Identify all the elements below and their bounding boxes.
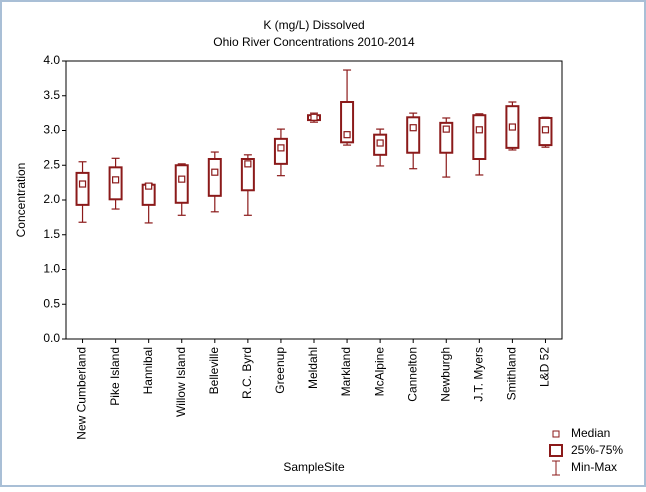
y-tick-label: 2.0	[43, 192, 60, 206]
median-marker	[145, 182, 153, 190]
y-tick-label: 1.5	[43, 227, 60, 241]
y-tick-label: 4.0	[43, 53, 60, 67]
x-tick-label: Meldahl	[306, 347, 320, 389]
y-tick-label: 0.0	[43, 331, 60, 345]
legend-box-icon	[549, 444, 563, 457]
chart-title: K (mg/L) Dissolved	[263, 18, 364, 32]
x-tick-label: Smithland	[505, 347, 519, 400]
x-tick-label: Cannelton	[405, 347, 419, 402]
chart-subtitle: Ohio River Concentrations 2010-2014	[213, 35, 415, 49]
y-axis-label: Concentration	[14, 163, 28, 238]
median-marker	[78, 180, 87, 188]
median-marker	[442, 125, 450, 133]
median-marker	[111, 176, 120, 184]
iqr-box	[472, 114, 487, 160]
iqr-box	[340, 101, 355, 144]
iqr-box	[538, 116, 553, 147]
y-tick-label: 3.5	[43, 88, 60, 102]
iqr-box	[174, 164, 189, 204]
iqr-box	[240, 157, 255, 192]
median-marker	[178, 175, 186, 183]
median-marker	[541, 126, 550, 134]
iqr-box	[75, 171, 90, 206]
x-tick-label: Hannibal	[141, 347, 155, 394]
y-tick-label: 0.5	[43, 296, 60, 310]
legend-label: Min-Max	[571, 460, 617, 474]
legend-label: 25%-75%	[571, 443, 623, 457]
iqr-box	[108, 166, 123, 201]
median-marker	[475, 126, 483, 134]
x-tick-label: R.C. Byrd	[240, 347, 254, 399]
x-tick-label: Newburgh	[438, 347, 452, 402]
iqr-box	[273, 137, 288, 165]
iqr-box	[373, 133, 388, 156]
x-axis-label: SampleSite	[283, 460, 345, 474]
x-tick-label: Willow Island	[174, 347, 188, 417]
x-tick-label: McAlpine	[372, 347, 386, 397]
median-marker	[343, 131, 351, 139]
legend-label: Median	[571, 426, 610, 440]
y-tick-label: 2.5	[43, 157, 60, 171]
x-tick-label: Greenup	[273, 347, 287, 394]
iqr-box	[406, 116, 421, 154]
median-marker	[310, 113, 318, 121]
iqr-box	[439, 121, 454, 154]
median-marker	[211, 168, 219, 176]
x-tick-label: Markland	[339, 347, 353, 396]
median-marker	[277, 144, 285, 152]
median-marker	[244, 160, 252, 168]
iqr-box	[505, 105, 520, 149]
x-tick-label: Pike Island	[108, 347, 122, 406]
iqr-box	[207, 157, 222, 197]
median-marker	[508, 123, 516, 131]
y-tick-label: 3.0	[43, 123, 60, 137]
median-marker	[409, 124, 417, 132]
x-tick-label: L&D 52	[538, 347, 552, 387]
legend-median-icon	[552, 430, 560, 438]
x-tick-label: J.T. Myers	[472, 347, 486, 402]
y-tick-label: 1.0	[43, 262, 60, 276]
median-marker	[376, 139, 384, 147]
x-tick-label: New Cumberland	[75, 347, 89, 440]
x-tick-label: Belleville	[207, 347, 221, 395]
